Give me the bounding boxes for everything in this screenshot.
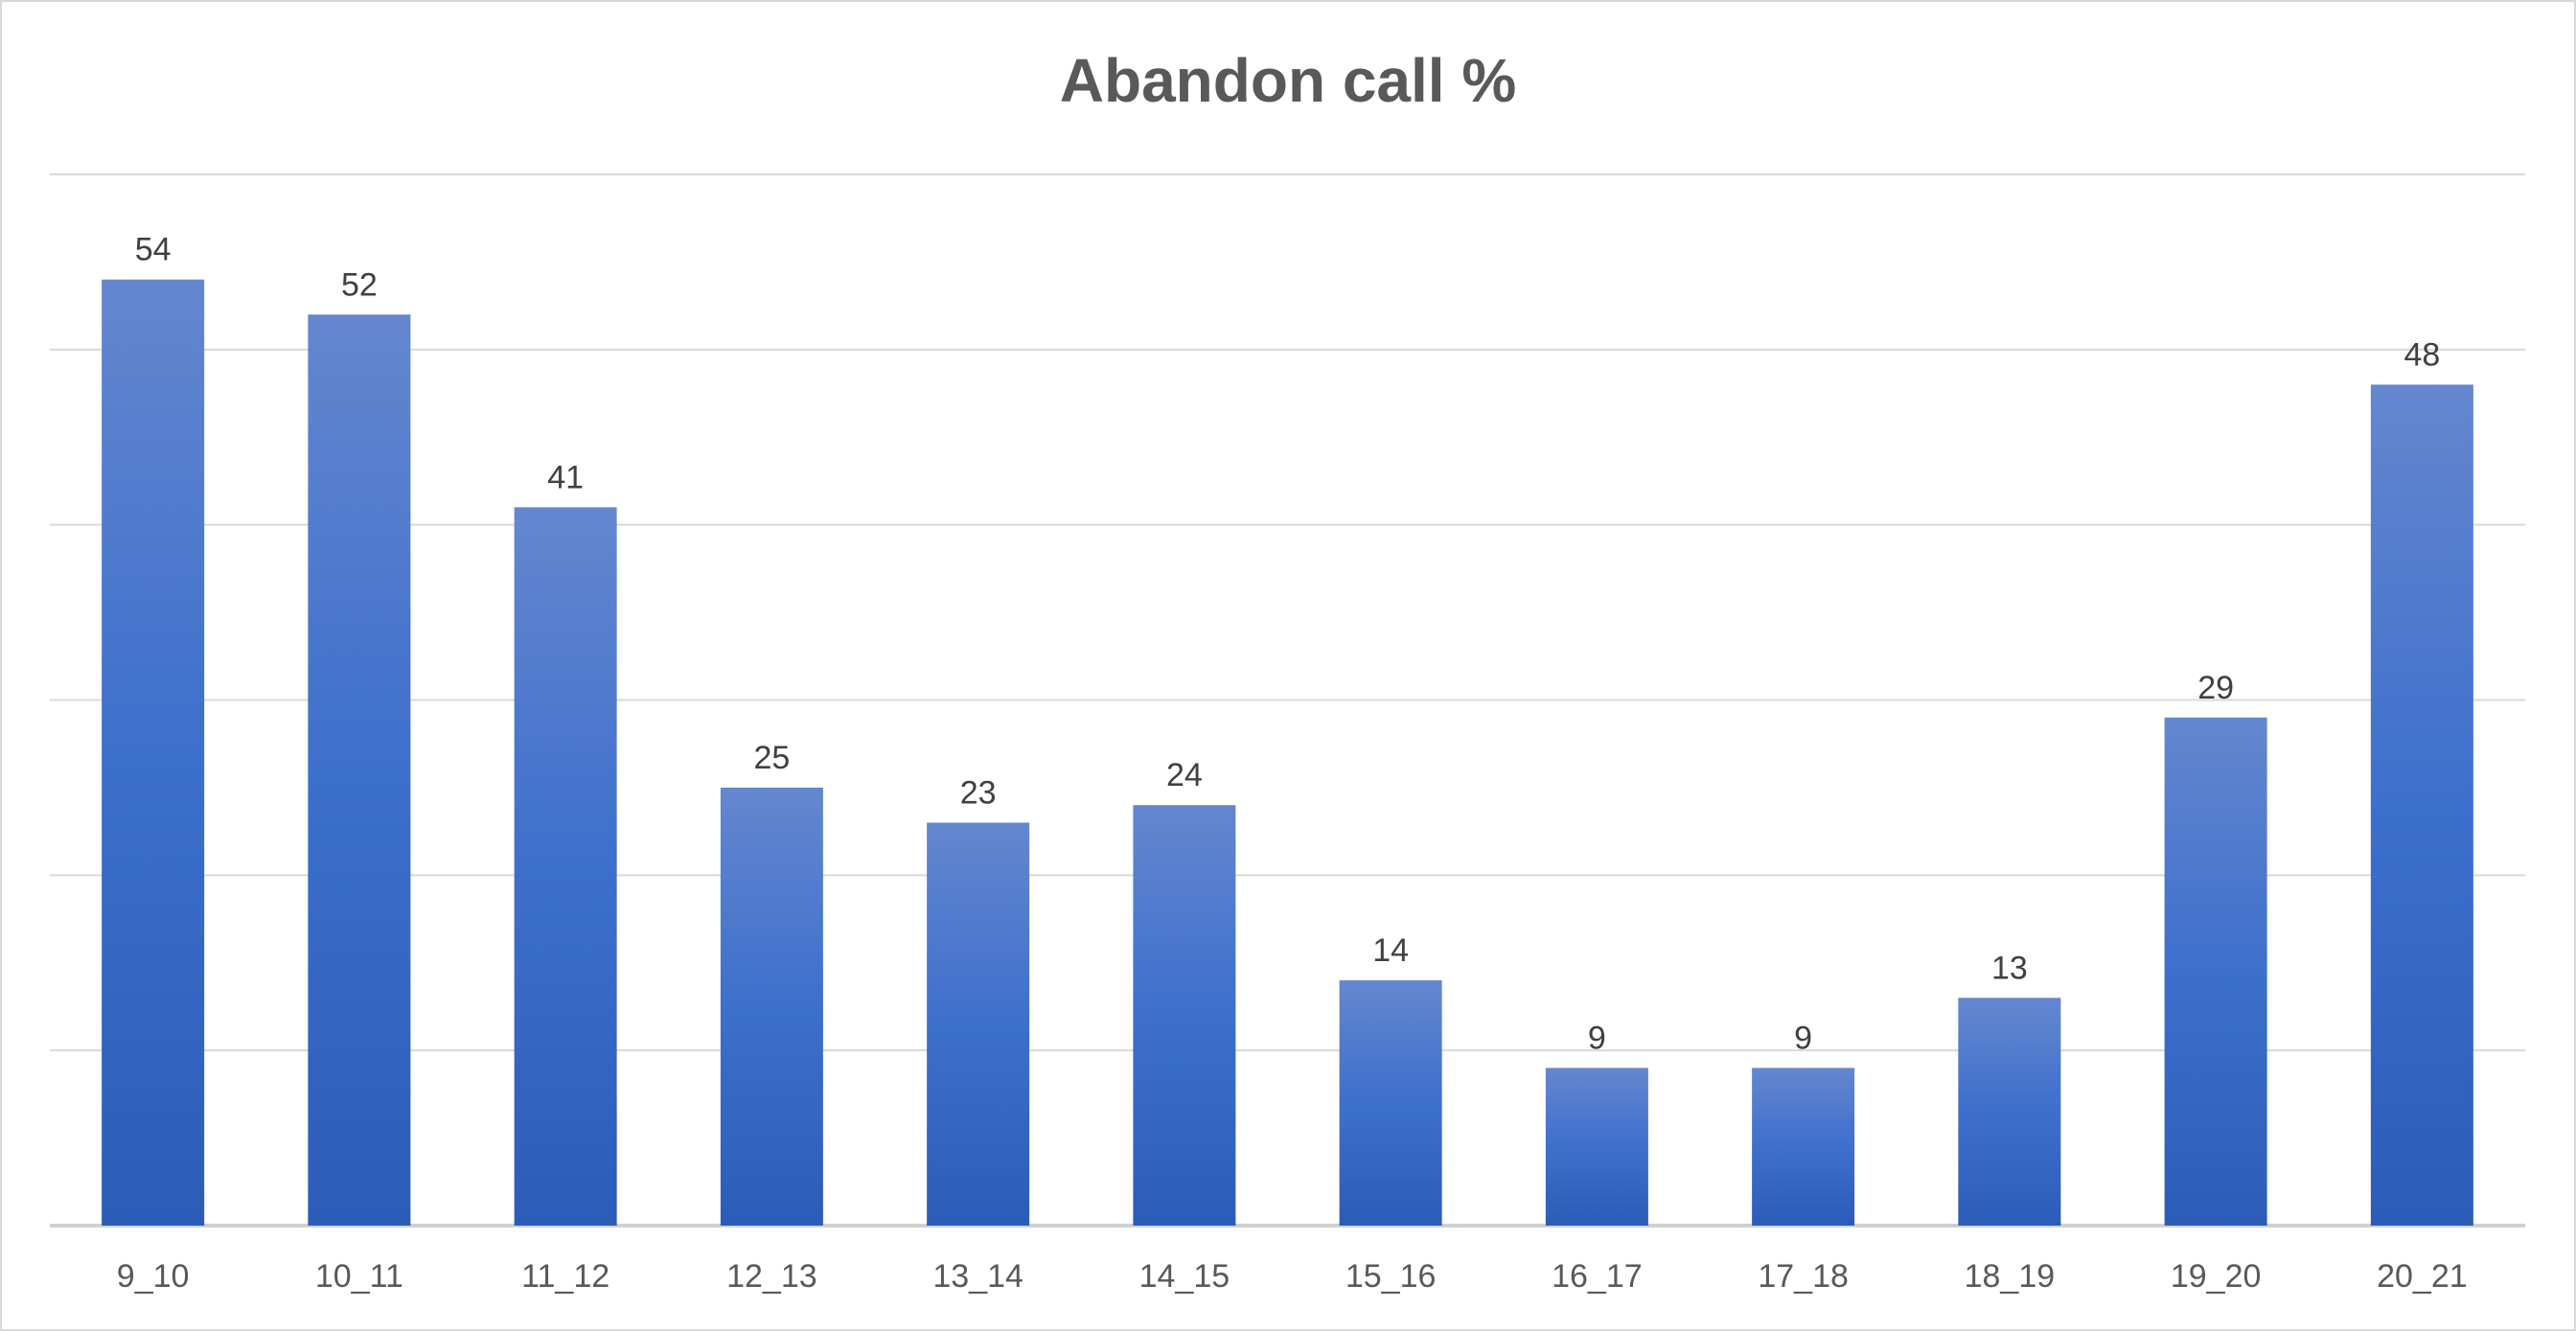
data-label-9_10: 54	[135, 232, 172, 268]
bar-17_18	[1752, 1067, 1855, 1226]
x-tick-label-13_14: 13_14	[932, 1258, 1024, 1295]
x-tick-label-19_20: 19_20	[2171, 1258, 2262, 1295]
data-label-18_19: 13	[1991, 950, 2028, 986]
data-label-11_12: 41	[547, 459, 584, 495]
chart-title: Abandon call %	[1060, 46, 1517, 115]
data-label-10_11: 52	[341, 266, 378, 303]
bar-18_19	[1958, 998, 2061, 1226]
data-label-15_16: 14	[1372, 932, 1409, 969]
data-labels: 54 52 41 25 23 24 14 9 9 13 29 48	[135, 232, 2441, 1057]
data-label-16_17: 9	[1588, 1020, 1606, 1056]
x-tick-label-20_21: 20_21	[2377, 1258, 2468, 1295]
data-label-20_21: 48	[2404, 336, 2440, 373]
data-label-17_18: 9	[1794, 1020, 1812, 1056]
data-label-12_13: 25	[753, 740, 790, 776]
bar-19_20	[2164, 717, 2267, 1226]
bar-12_13	[720, 787, 823, 1226]
x-tick-label-18_19: 18_19	[1965, 1258, 2056, 1295]
bar-13_14	[927, 822, 1030, 1226]
x-tick-label-16_17: 16_17	[1552, 1258, 1643, 1295]
bar-16_17	[1545, 1067, 1648, 1226]
gridlines	[50, 173, 2525, 1228]
x-tick-label-15_16: 15_16	[1346, 1258, 1437, 1295]
bar-10_11	[308, 314, 411, 1226]
bar-11_12	[514, 507, 617, 1226]
bar-14_15	[1133, 805, 1236, 1226]
x-tick-label-12_13: 12_13	[726, 1258, 817, 1295]
x-axis-tick-labels: 9_10 10_11 11_12 12_13 13_14 14_15 15_16 16_17 1…	[117, 1258, 2468, 1295]
x-tick-label-14_15: 14_15	[1139, 1258, 1230, 1295]
x-tick-label-10_11: 10_11	[315, 1258, 403, 1295]
bar-20_21	[2370, 384, 2473, 1226]
x-tick-label-9_10: 9_10	[117, 1258, 190, 1295]
data-label-13_14: 23	[960, 774, 997, 811]
bar-15_16	[1339, 980, 1442, 1226]
x-tick-label-11_12: 11_12	[521, 1258, 610, 1295]
data-label-14_15: 24	[1166, 757, 1203, 793]
x-tick-label-17_18: 17_18	[1758, 1258, 1849, 1295]
data-label-19_20: 29	[2197, 670, 2234, 706]
bars	[102, 279, 2473, 1226]
bar-9_10	[102, 279, 205, 1226]
